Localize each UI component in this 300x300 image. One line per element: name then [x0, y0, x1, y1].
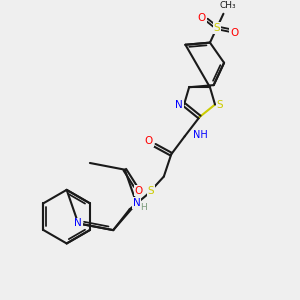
Text: S: S: [148, 186, 154, 196]
Text: O: O: [198, 13, 206, 22]
Text: S: S: [214, 23, 220, 33]
Text: S: S: [217, 100, 224, 110]
Text: NH: NH: [193, 130, 208, 140]
Text: N: N: [74, 218, 82, 228]
Text: N: N: [175, 100, 183, 110]
Text: O: O: [135, 185, 143, 196]
Text: CH₃: CH₃: [219, 1, 236, 10]
Text: O: O: [145, 136, 153, 146]
Text: H: H: [140, 203, 147, 212]
Text: N: N: [133, 198, 140, 208]
Text: O: O: [230, 28, 238, 38]
